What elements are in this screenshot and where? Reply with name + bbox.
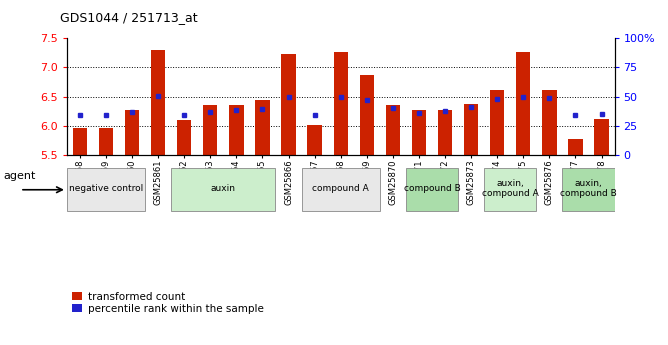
- Bar: [307, 125, 322, 155]
- Bar: [542, 90, 556, 155]
- Bar: [490, 90, 504, 155]
- Bar: [99, 128, 113, 155]
- Bar: [203, 105, 218, 155]
- Bar: [595, 119, 609, 155]
- Bar: [73, 128, 87, 155]
- Bar: [333, 52, 348, 155]
- Bar: [255, 100, 270, 155]
- Bar: [67, 168, 145, 211]
- Text: compound B: compound B: [403, 184, 460, 193]
- Text: GDS1044 / 251713_at: GDS1044 / 251713_at: [60, 11, 198, 24]
- Bar: [562, 168, 615, 211]
- Bar: [385, 105, 400, 155]
- Bar: [438, 109, 452, 155]
- Bar: [281, 55, 296, 155]
- Legend: transformed count, percentile rank within the sample: transformed count, percentile rank withi…: [72, 292, 263, 314]
- Bar: [125, 109, 139, 155]
- Bar: [568, 139, 582, 155]
- Bar: [171, 168, 275, 211]
- Text: auxin,
compound B: auxin, compound B: [560, 179, 617, 198]
- Bar: [406, 168, 458, 211]
- Bar: [411, 109, 426, 155]
- Text: auxin: auxin: [211, 184, 236, 193]
- Bar: [301, 168, 380, 211]
- Bar: [151, 50, 165, 155]
- Bar: [484, 168, 536, 211]
- Bar: [177, 120, 191, 155]
- Text: auxin,
compound A: auxin, compound A: [482, 179, 538, 198]
- Bar: [229, 105, 244, 155]
- Text: negative control: negative control: [69, 184, 143, 193]
- Text: agent: agent: [3, 171, 35, 181]
- Bar: [516, 52, 530, 155]
- Text: compound A: compound A: [313, 184, 369, 193]
- Bar: [359, 76, 374, 155]
- Bar: [464, 104, 478, 155]
